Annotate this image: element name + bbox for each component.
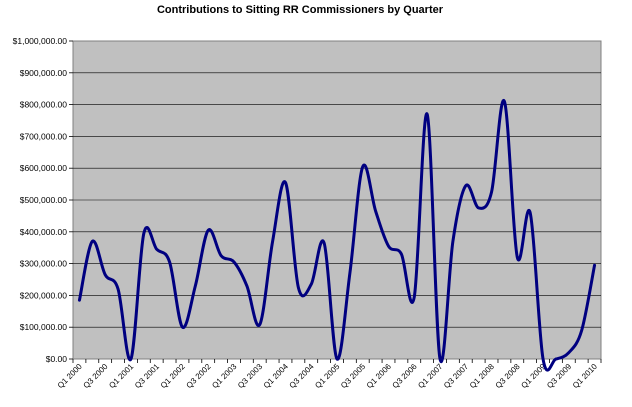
data-point xyxy=(104,273,107,276)
x-tick-label: Q3 2006 xyxy=(391,362,419,390)
x-tick-label: Q1 2006 xyxy=(365,362,393,390)
data-point xyxy=(348,272,351,275)
data-point xyxy=(554,358,557,361)
x-tick-label: Q3 2000 xyxy=(82,362,110,390)
data-point xyxy=(168,261,171,264)
data-point xyxy=(464,184,467,187)
data-point xyxy=(361,165,364,168)
x-tick-label: Q1 2010 xyxy=(571,362,599,390)
data-point xyxy=(503,100,506,103)
data-point xyxy=(181,326,184,329)
x-tick-label: Q1 2000 xyxy=(56,362,84,390)
data-point xyxy=(413,295,416,298)
data-point xyxy=(310,283,313,286)
gridlines xyxy=(73,72,601,328)
data-point xyxy=(477,206,480,209)
data-point xyxy=(451,240,454,243)
y-tick-label: $200,000.00 xyxy=(20,290,68,300)
x-tick-label: Q1 2004 xyxy=(262,362,290,390)
x-tick-label: Q3 2004 xyxy=(288,362,316,390)
x-tick-label: Q3 2003 xyxy=(236,362,264,390)
x-tick-label: Q1 2003 xyxy=(210,362,238,390)
data-point xyxy=(194,284,197,287)
x-tick-label: Q1 2002 xyxy=(159,362,187,390)
y-axis-tick-labels: $0.00 $100,000.00 $200,000.00 $300,000.00 $4… xyxy=(13,36,73,364)
y-tick-label: $800,000.00 xyxy=(20,100,68,110)
x-tick-label: Q3 2005 xyxy=(339,362,367,390)
x-tick-label: Q3 2002 xyxy=(185,362,213,390)
data-point xyxy=(542,358,545,361)
data-point xyxy=(580,329,583,332)
x-tick-label: Q3 2008 xyxy=(494,362,522,390)
x-tick-label: Q1 2005 xyxy=(313,362,341,390)
series-line xyxy=(77,99,597,372)
data-point xyxy=(232,261,235,264)
y-tick-label: $500,000.00 xyxy=(20,195,68,205)
data-point xyxy=(78,299,81,302)
y-tick-label: $1,000,000.00 xyxy=(13,36,68,46)
data-point xyxy=(245,284,248,287)
data-point xyxy=(129,358,132,361)
y-tick-label: $600,000.00 xyxy=(20,163,68,173)
data-point xyxy=(400,253,403,256)
data-point xyxy=(593,264,596,267)
data-point xyxy=(155,248,158,251)
y-tick-label: $400,000.00 xyxy=(20,227,68,237)
x-tick-label: Q1 2008 xyxy=(468,362,496,390)
data-point xyxy=(374,210,377,213)
data-point xyxy=(529,211,532,214)
data-point xyxy=(258,323,261,326)
data-point xyxy=(142,232,145,235)
data-point xyxy=(387,245,390,248)
data-point xyxy=(117,288,120,291)
data-point xyxy=(567,351,570,354)
data-point xyxy=(297,286,300,289)
data-point xyxy=(323,241,326,244)
data-point xyxy=(516,256,519,259)
chart-title: Contributions to Sitting RR Commissioner… xyxy=(157,4,444,16)
data-point xyxy=(490,191,493,194)
data-point xyxy=(336,358,339,361)
y-tick-label: $300,000.00 xyxy=(20,259,68,269)
y-tick-label: $700,000.00 xyxy=(20,131,68,141)
data-point xyxy=(439,358,442,361)
x-tick-label: Q1 2007 xyxy=(416,362,444,390)
x-tick-label: Q3 2007 xyxy=(442,362,470,390)
data-point xyxy=(207,229,210,232)
data-point xyxy=(271,240,274,243)
x-tick-label: Q1 2001 xyxy=(107,362,135,390)
x-tick-label: Q3 2001 xyxy=(133,362,161,390)
y-tick-label: $100,000.00 xyxy=(20,322,68,332)
y-tick-label: $900,000.00 xyxy=(20,68,68,78)
y-tick-label: $0.00 xyxy=(46,354,68,364)
data-point xyxy=(220,254,223,257)
data-point xyxy=(284,181,287,184)
data-point xyxy=(91,240,94,243)
data-point xyxy=(426,113,429,116)
